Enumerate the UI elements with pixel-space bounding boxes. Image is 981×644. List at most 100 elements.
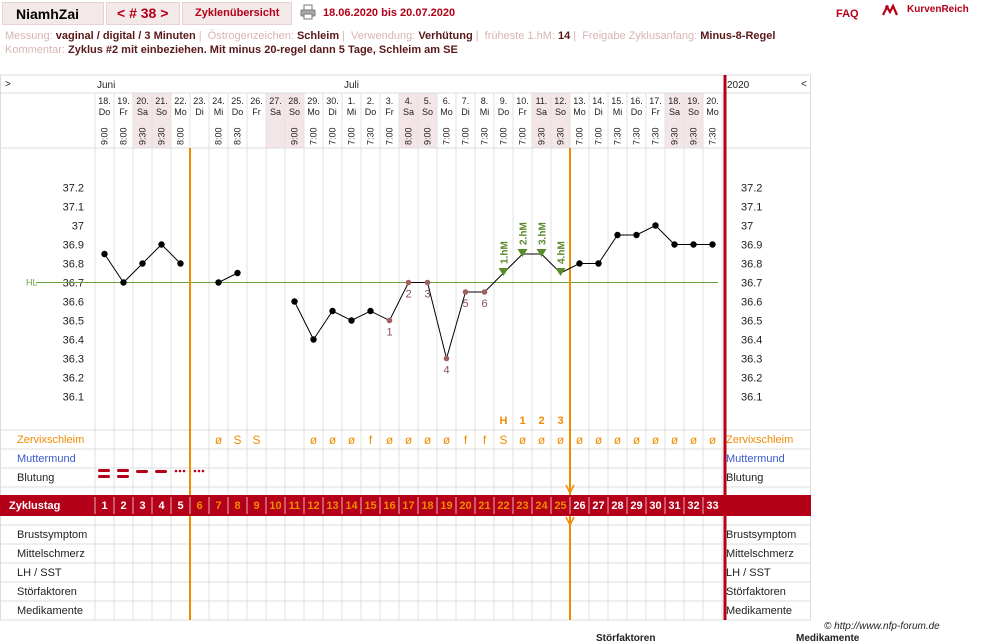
mucus-symbol: ø bbox=[595, 433, 603, 447]
cycle-day-number: 4 bbox=[158, 500, 165, 512]
mucus-peak-label: 2 bbox=[538, 415, 544, 427]
bleeding-mark-spotting bbox=[182, 469, 186, 473]
temperature-point bbox=[386, 317, 393, 324]
verwendung-label: Verwendung: bbox=[351, 30, 416, 42]
cycle-day-number: 23 bbox=[516, 500, 528, 512]
frueheste-label: früheste 1.hM: bbox=[484, 30, 555, 42]
y-tick-label-left: 36.3 bbox=[63, 354, 84, 366]
bleeding-mark-spotting bbox=[178, 469, 182, 473]
date-label: 21. bbox=[155, 96, 168, 106]
y-tick-label-right: 36.5 bbox=[741, 316, 762, 328]
weekday-label: So bbox=[289, 107, 300, 117]
user-name: NiamhZai bbox=[16, 6, 80, 22]
cycle-day-number: 6 bbox=[196, 500, 202, 512]
temperature-point bbox=[158, 241, 165, 248]
mucus-symbol: ø bbox=[215, 433, 223, 447]
date-label: 13. bbox=[573, 96, 586, 106]
bleeding-mark-strong bbox=[117, 469, 129, 472]
mucus-symbol: S bbox=[499, 433, 507, 447]
oestrogen-label: Östrogenzeichen: bbox=[207, 30, 294, 42]
cycle-day-number: 1 bbox=[101, 500, 107, 512]
temperature-point bbox=[576, 260, 583, 267]
phase-chevron-bottom bbox=[565, 516, 575, 527]
date-label: 30. bbox=[326, 96, 339, 106]
weekday-label: Mo bbox=[440, 107, 453, 117]
time-label: 7:00 bbox=[518, 127, 528, 145]
y-tick-label-right: 37 bbox=[741, 221, 753, 233]
weekday-label: So bbox=[555, 107, 566, 117]
cycle-day-number: 7 bbox=[215, 500, 221, 512]
temperature-point bbox=[633, 231, 640, 239]
cycle-day-number: 24 bbox=[535, 500, 548, 512]
date-label: 14. bbox=[592, 96, 605, 106]
weekend-shade bbox=[266, 93, 285, 148]
overview-tab[interactable] bbox=[182, 2, 292, 25]
weekday-label: Do bbox=[365, 107, 377, 117]
time-label: 7:00 bbox=[309, 127, 319, 145]
y-tick-label-right: 36.3 bbox=[741, 354, 762, 366]
cycle-day-number: 28 bbox=[611, 500, 623, 512]
weekday-label: Di bbox=[461, 107, 470, 117]
high-measurement-label: 3.hM bbox=[538, 222, 549, 245]
cycle-overview-link[interactable]: Zyklenübersicht bbox=[195, 7, 280, 19]
weekday-label: Mi bbox=[480, 107, 490, 117]
date-label: 2. bbox=[367, 96, 375, 106]
temperature-point bbox=[671, 241, 678, 248]
temperature-point bbox=[481, 289, 488, 295]
temperature-point bbox=[120, 279, 127, 286]
mucus-symbol: ø bbox=[614, 433, 622, 447]
row-label-right-zervixschleim: Zervixschleim bbox=[726, 434, 793, 446]
weekday-label: So bbox=[422, 107, 433, 117]
bleeding-mark-spotting bbox=[193, 469, 197, 473]
mucus-symbol: ø bbox=[671, 433, 679, 447]
mucus-peak-label: 1 bbox=[519, 415, 525, 427]
time-label: 7:30 bbox=[480, 127, 490, 145]
mucus-symbol: ø bbox=[310, 433, 318, 447]
weekday-label: Fr bbox=[518, 107, 527, 117]
date-label: 10. bbox=[516, 96, 529, 106]
mucus-symbol: ø bbox=[443, 433, 451, 447]
verwendung-value: Verhütung bbox=[418, 30, 473, 42]
weekday-label: Do bbox=[498, 107, 510, 117]
high-measurement-label: 1.hM bbox=[500, 241, 511, 264]
time-label: 7:00 bbox=[461, 127, 471, 145]
cycle-navigation[interactable]: < # 38 > bbox=[117, 5, 169, 21]
cycle-nav-tab[interactable] bbox=[106, 2, 180, 25]
kurvenreich-link[interactable]: KurvenReich bbox=[907, 4, 969, 15]
y-tick-label-right: 36.8 bbox=[741, 259, 762, 271]
temperature-point bbox=[101, 250, 108, 258]
messung-label: Messung: bbox=[5, 30, 53, 42]
cycle-day-number: 16 bbox=[383, 500, 395, 512]
kurvenreich-logo-icon[interactable] bbox=[881, 3, 899, 19]
high-measurement-label: 2.hM bbox=[519, 222, 530, 245]
row-label-right-brust: Brustsymptom bbox=[726, 529, 796, 541]
row-label-blutung: Blutung bbox=[17, 472, 54, 484]
time-label: 9:00 bbox=[290, 127, 300, 145]
weekday-label: Mo bbox=[573, 107, 586, 117]
weekday-label: So bbox=[156, 107, 167, 117]
mucus-symbol: ø bbox=[405, 433, 413, 447]
date-label: 4. bbox=[405, 96, 413, 106]
high-measurement-marker bbox=[536, 249, 547, 257]
high-measurement-marker bbox=[555, 268, 566, 276]
time-label: 7:00 bbox=[442, 127, 452, 145]
date-label: 16. bbox=[630, 96, 643, 106]
weekday-label: Sa bbox=[536, 107, 547, 117]
time-label: 9:30 bbox=[670, 127, 680, 145]
y-tick-label-right: 36.1 bbox=[741, 392, 762, 404]
nav-left-arrow: > bbox=[5, 79, 11, 90]
cycle-day-number: 15 bbox=[364, 500, 376, 512]
bleeding-mark-spotting bbox=[174, 469, 178, 473]
kommentar-label: Kommentar: bbox=[5, 44, 65, 56]
lower-measurement-label: 2 bbox=[405, 289, 411, 301]
cycle-day-number: 19 bbox=[440, 500, 452, 512]
cycle-day-number: 3 bbox=[139, 500, 145, 512]
y-tick-label-left: 37 bbox=[72, 221, 84, 233]
y-tick-label-left: 37.1 bbox=[63, 202, 84, 214]
temperature-point bbox=[234, 269, 241, 277]
faq-link[interactable]: FAQ bbox=[836, 8, 859, 20]
temperature-point bbox=[690, 241, 697, 248]
printer-icon[interactable] bbox=[300, 4, 316, 20]
temperature-point bbox=[424, 279, 431, 286]
y-tick-label-right: 37.1 bbox=[741, 202, 762, 214]
